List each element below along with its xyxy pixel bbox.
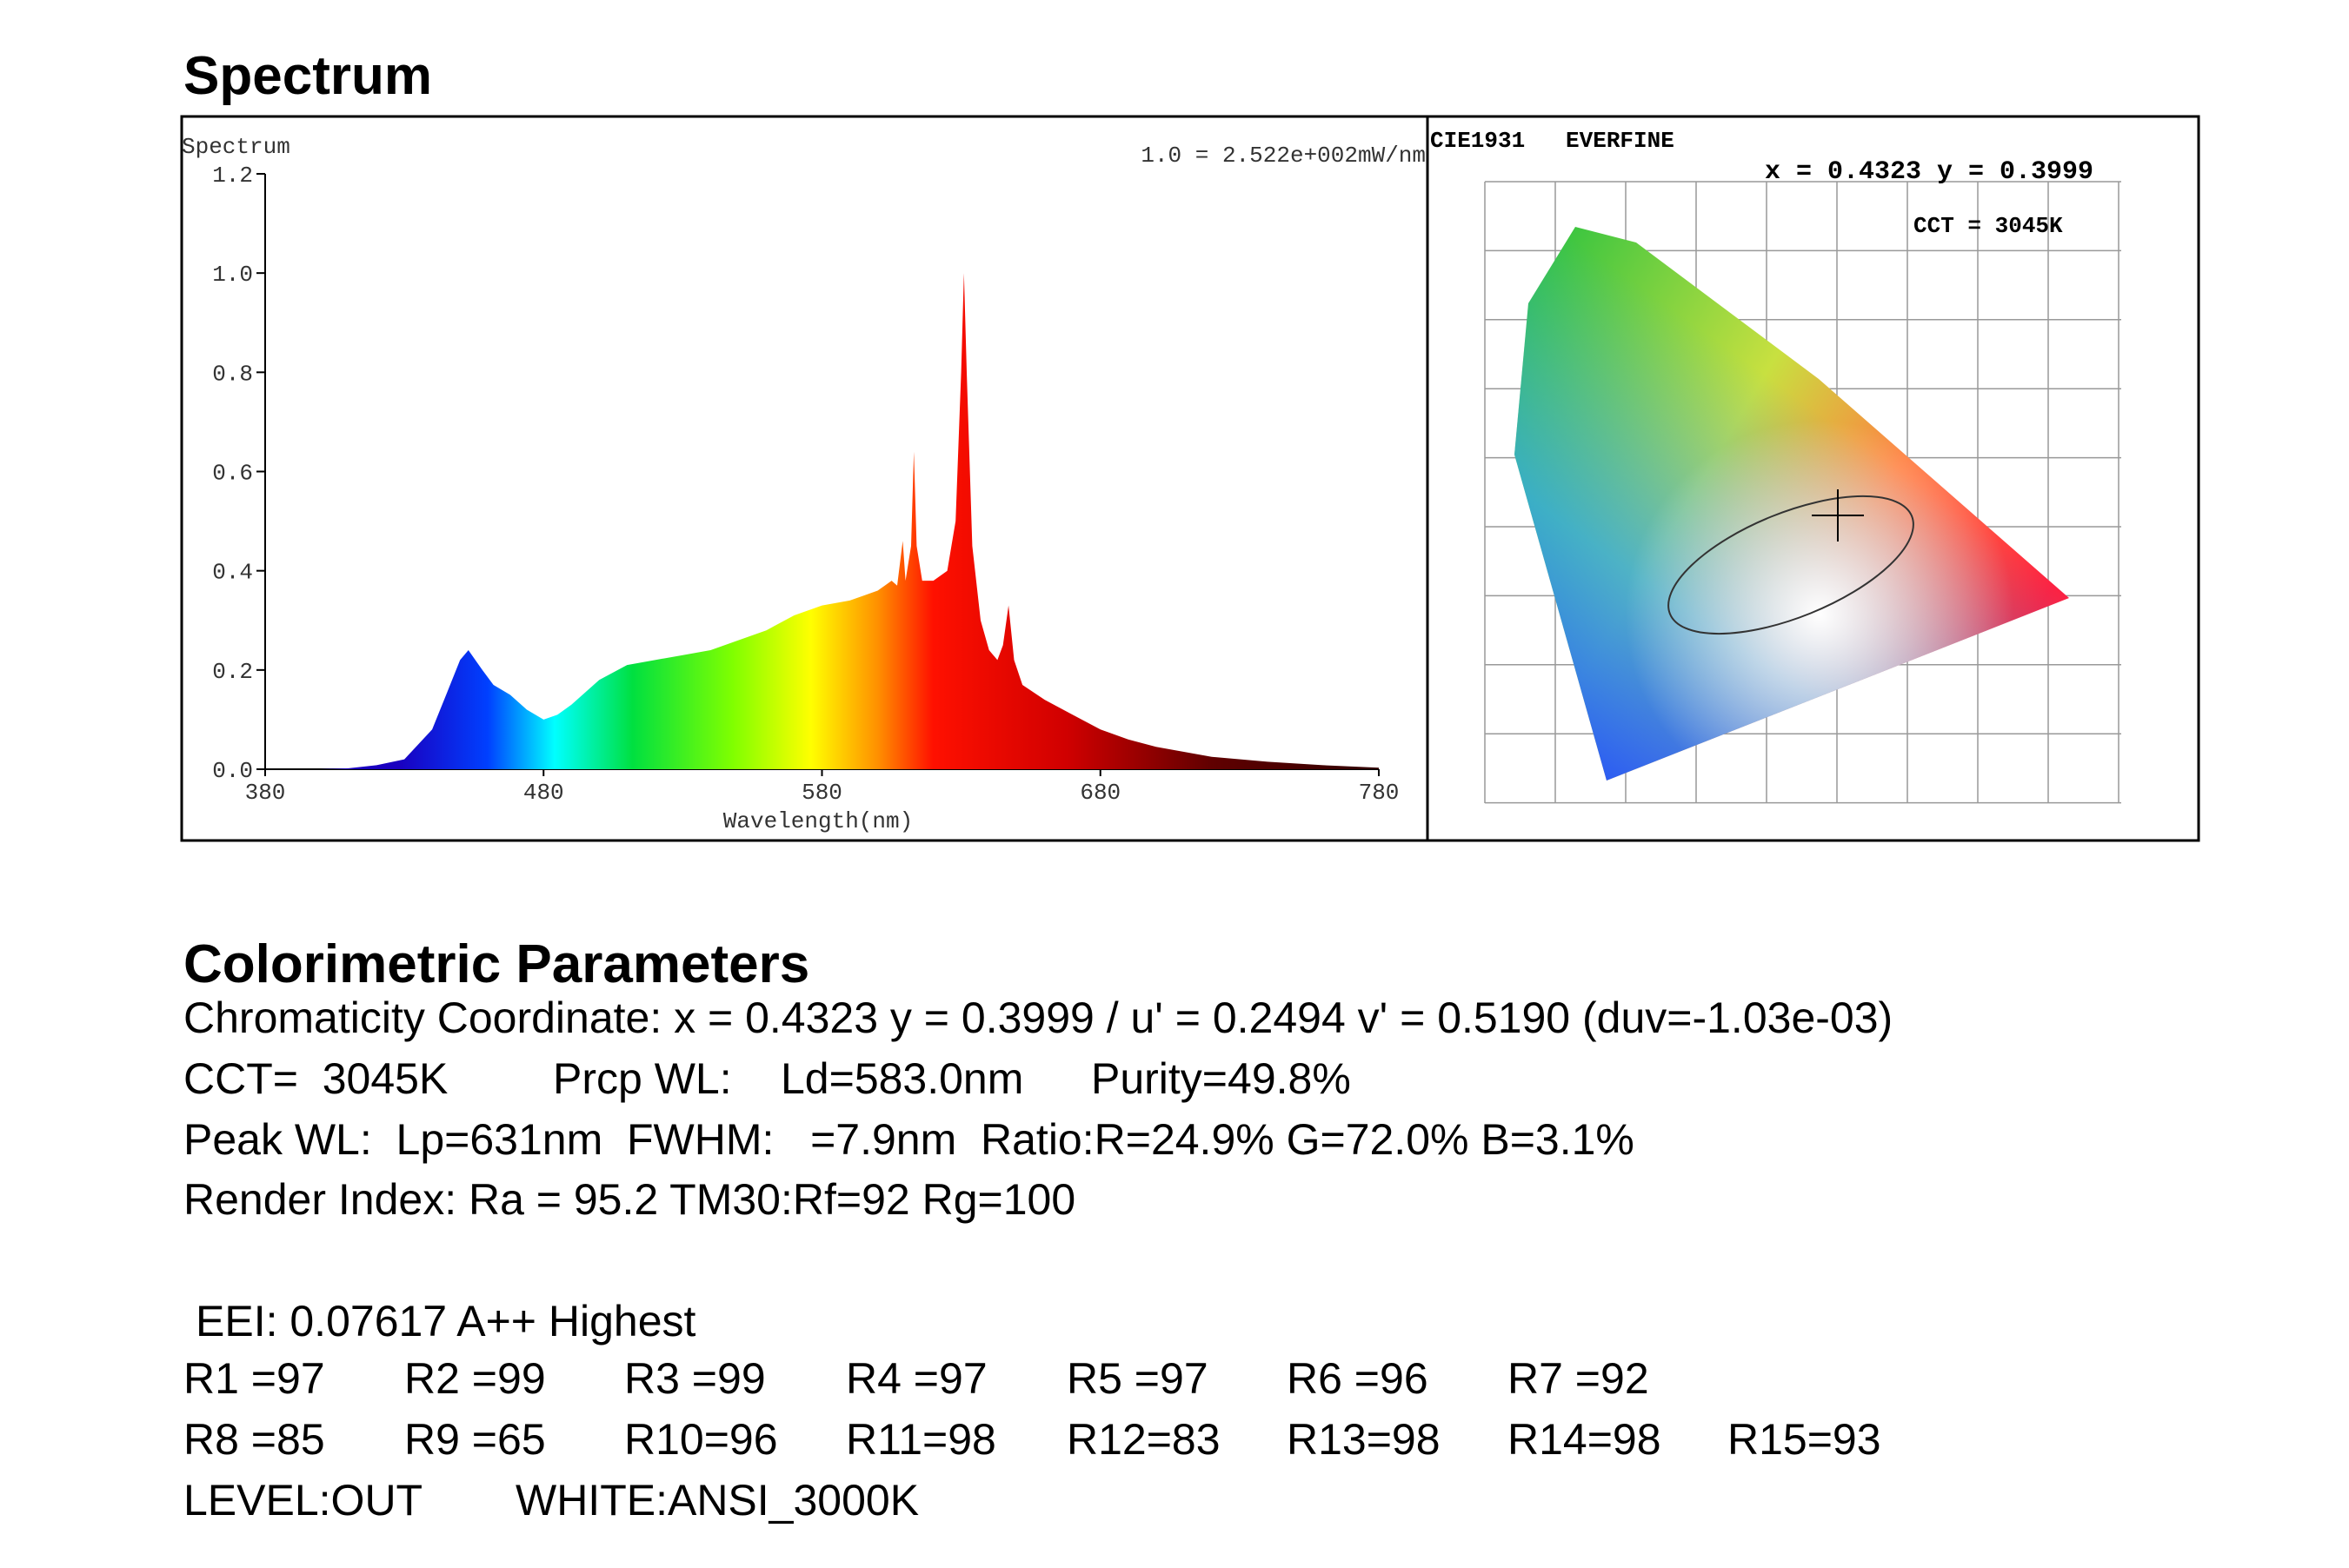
- r-value: R14=98: [1507, 1415, 1661, 1464]
- x-label: Wavelength(nm): [723, 808, 913, 834]
- crosshair: [1812, 489, 1864, 541]
- r-value: R3 =99: [624, 1354, 766, 1403]
- r-value: R5 =97: [1067, 1354, 1208, 1403]
- r-value: R12=83: [1067, 1415, 1221, 1464]
- cie-white: [1514, 227, 2069, 781]
- planckian: [1667, 495, 1914, 635]
- y-tick-label: 0.2: [212, 659, 253, 685]
- param: WHITE:ANSI_3000K: [516, 1476, 919, 1525]
- cie-title: CIE1931 EVERFINE: [1430, 128, 1674, 154]
- x-tick-label: 480: [523, 780, 564, 806]
- cie-coords: x = 0.4323 y = 0.3999: [1765, 157, 2093, 187]
- y-tick-label: 1.0: [212, 262, 253, 288]
- param-line: Chromaticity Coordinate: x = 0.4323 y = …: [183, 993, 1893, 1042]
- cie-diagram: [1484, 181, 2121, 804]
- r-value: R15=93: [1727, 1415, 1881, 1464]
- heading: Spectrum: [183, 46, 432, 106]
- cie-frame: [1426, 115, 2200, 842]
- y-label: Spectrum: [182, 134, 290, 160]
- param: Purity=49.8%: [1091, 1054, 1351, 1103]
- r-value: R8 =85: [183, 1415, 325, 1464]
- x-tick-label: 580: [802, 780, 842, 806]
- y-tick-label: 0.8: [212, 361, 253, 387]
- x-tick-label: 380: [245, 780, 286, 806]
- param-line: Peak WL: Lp=631nm FWHM: =7.9nm Ratio:R=2…: [183, 1115, 1634, 1164]
- param-line: Render Index: Ra = 95.2 TM30:Rf=92 Rg=10…: [183, 1175, 1075, 1224]
- r-value: R10=96: [624, 1415, 778, 1464]
- param-line: EEI: 0.07617 A++ Highest: [196, 1297, 696, 1345]
- param: LEVEL:OUT: [183, 1476, 423, 1525]
- annotation: 1.0 = 2.522e+002mW/nm: [1141, 143, 1426, 169]
- cie-cct: CCT = 3045K: [1913, 213, 2063, 239]
- param: CCT= 3045K: [183, 1054, 448, 1103]
- r-value: R6 =96: [1287, 1354, 1428, 1403]
- r-value: R11=98: [846, 1415, 996, 1464]
- r-value: R9 =65: [404, 1415, 546, 1464]
- x-tick-label: 780: [1359, 780, 1400, 806]
- spectrum-area: [265, 273, 1379, 769]
- r-value: R2 =99: [404, 1354, 546, 1403]
- heading: Colorimetric Parameters: [183, 934, 809, 994]
- r-value: R7 =92: [1507, 1354, 1649, 1403]
- y-tick-label: 0.4: [212, 560, 253, 586]
- r-value: R1 =97: [183, 1354, 325, 1403]
- r-value: R4 =97: [846, 1354, 988, 1403]
- param: Ld=583.0nm: [781, 1054, 1023, 1103]
- param: Prcp WL:: [553, 1054, 732, 1103]
- x-tick-label: 680: [1080, 780, 1121, 806]
- y-tick-label: 0.0: [212, 758, 253, 784]
- y-tick-label: 0.6: [212, 461, 253, 487]
- y-tick-label: 1.2: [212, 163, 253, 189]
- r-value: R13=98: [1287, 1415, 1441, 1464]
